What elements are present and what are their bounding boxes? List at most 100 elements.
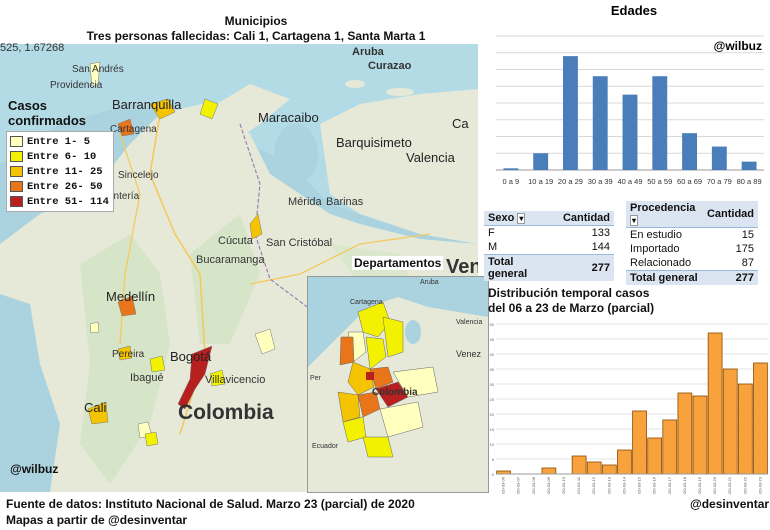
inset-map-canvas	[308, 277, 488, 492]
temporal-tick-label: 2020-03-09	[546, 476, 551, 494]
table-cell: 87	[741, 257, 754, 269]
inset-map[interactable]: Aruba Cartagena Valencia Venez Colombia …	[307, 276, 489, 493]
table-cell: 175	[735, 243, 754, 255]
inset-title: Departamentos	[352, 256, 444, 270]
legend-label: Entre 6- 10	[27, 150, 97, 163]
edades-tick-label: 50 a 59	[647, 177, 672, 186]
edades-tick-label: 70 a 79	[707, 177, 732, 186]
map-label-caracas-partial: Ca	[452, 116, 469, 131]
edades-bar	[741, 161, 757, 170]
legend-label: Entre 51- 114	[27, 195, 109, 208]
procedencia-header-label[interactable]: Procedencia ▾	[626, 201, 703, 228]
edades-bar	[563, 56, 578, 170]
edades-tick-label: 30 a 39	[588, 177, 613, 186]
sexo-table-header: Sexo ▾ Cantidad	[484, 211, 614, 226]
temporal-y-tick-label: 15	[490, 427, 495, 432]
temporal-bar	[662, 419, 678, 475]
edades-chart: Edades @wilbuz 0 a 9 10 a 19 20 a 29 30 a 39 4…	[496, 3, 764, 186]
map-label-sincelejo: Sincelejo	[118, 170, 159, 181]
temporal-tick-label: 2020-03-12	[591, 476, 596, 494]
map-credit-wilbuz: @wilbuz	[10, 462, 59, 476]
map-label-villavicencio: Villavicencio	[205, 374, 266, 386]
legend-title-line2: confirmados	[8, 113, 87, 128]
temporal-bar	[632, 410, 647, 475]
map-label-ibague: Ibagué	[130, 372, 164, 384]
edades-tick-label: 20 a 29	[558, 177, 583, 186]
legend-item: Entre 26- 50	[10, 179, 110, 194]
table-row: Relacionado 87	[626, 256, 758, 271]
temporal-bar	[677, 392, 693, 475]
map-label-barranquilla: Barranquilla	[112, 97, 182, 112]
edades-bar	[711, 146, 727, 170]
map-label-maracaibo: Maracaibo	[258, 110, 319, 125]
temporal-y-tick-label: 20	[490, 412, 495, 417]
temporal-tick-label: 2020-03-21	[727, 476, 732, 494]
temporal-tick-label: 2020-03-06	[501, 476, 506, 494]
map-label-aruba: Aruba	[352, 46, 384, 58]
filter-dropdown-icon[interactable]: ▾	[630, 215, 639, 226]
table-row: M 144	[484, 240, 614, 255]
legend-label: Entre 1- 5	[27, 135, 91, 148]
temporal-tick-label: 2020-03-16	[652, 476, 657, 494]
map-label-curazao: Curazao	[368, 60, 412, 72]
map-label-san-andres: San Andrés	[72, 64, 124, 75]
legend-item: Entre 6- 10	[10, 149, 110, 164]
map-label-pereira: Pereira	[112, 349, 145, 360]
maps-credit: Mapas a partir de @desinventar	[6, 513, 188, 527]
table-cell: En estudio	[630, 229, 682, 241]
inset-label-venezuela: Venez	[456, 349, 482, 359]
table-row: F 133	[484, 226, 614, 241]
inset-label-cartagena: Cartagena	[350, 299, 383, 306]
procedencia-table-header: Procedencia ▾ Cantidad	[626, 201, 758, 228]
legend-swatch	[10, 151, 23, 162]
map-label-san-cristobal: San Cristóbal	[266, 237, 333, 249]
edades-tick-label: 10 a 19	[528, 177, 553, 186]
desinventar-credit: @desinventar	[690, 497, 770, 511]
legend-swatch	[10, 196, 23, 207]
temporal-tick-label: 2020-03-20	[712, 476, 717, 494]
edades-tick-label: 0 a 9	[503, 177, 520, 186]
edades-bar	[592, 76, 608, 170]
map-label-cucuta: Cúcuta	[218, 235, 253, 247]
temporal-y-tick-label: 40	[490, 352, 495, 357]
procedencia-table: Procedencia ▾ Cantidad En estudio 15 Impo…	[626, 201, 758, 285]
temporal-tick-label: 2020-03-14	[621, 476, 626, 494]
temporal-tick-label: 2020-03-08	[531, 476, 536, 494]
table-cell: 144	[591, 241, 610, 253]
temporal-y-tick-label: 35	[490, 367, 495, 372]
table-cell: Importado	[630, 243, 680, 255]
temporal-y-tick-label: 5	[492, 457, 495, 462]
map-label-barinas: Barinas	[326, 196, 364, 208]
temporal-title-line2: del 06 a 23 de Marzo (parcial)	[488, 301, 655, 315]
edades-chart-panel: Edades @wilbuz 0 a 9 10 a 19 20 a 29 30 a 39 4…	[484, 0, 770, 198]
inset-label-peru: Per	[310, 375, 321, 382]
table-row: Importado 175	[626, 242, 758, 256]
inset-label-valencia: Valencia	[456, 319, 483, 326]
table-cell: 133	[591, 227, 610, 239]
temporal-bar	[617, 449, 632, 475]
temporal-title-line1: Distribución temporal casos	[488, 286, 650, 300]
edades-bar	[652, 76, 668, 170]
temporal-tick-label: 2020-03-13	[606, 476, 611, 494]
inset-label-ecuador: Ecuador	[312, 443, 339, 450]
filter-dropdown-icon[interactable]: ▾	[517, 213, 526, 224]
map-label-bucaramanga: Bucaramanga	[196, 254, 265, 266]
table-cell: F	[488, 227, 495, 239]
temporal-bar	[647, 437, 663, 475]
temporal-bar	[601, 464, 617, 475]
temporal-bar	[722, 368, 738, 475]
edades-tick-label: 80 a 89	[737, 177, 762, 186]
temporal-tick-label: 2020-03-22	[742, 476, 747, 494]
table-cell: Relacionado	[630, 257, 692, 269]
legend-label: Entre 11- 25	[27, 165, 103, 178]
source-note: Fuente de datos: Instituto Nacional de S…	[6, 497, 415, 511]
sexo-header-label[interactable]: Sexo ▾	[484, 211, 559, 226]
temporal-tick-label: 2020-03-07	[516, 476, 521, 494]
edades-bar	[622, 94, 638, 170]
temporal-bar	[692, 395, 708, 475]
map-label-cartagena: Cartagena	[110, 124, 157, 135]
temporal-y-tick-label: 45	[490, 337, 495, 342]
temporal-chart: 0 5 10 15 20 25 30 35 40 45 50 2020-03-06 2020-03-07…	[490, 322, 768, 497]
legend-label: Entre 26- 50	[27, 180, 103, 193]
temporal-chart-panel: 0 5 10 15 20 25 30 35 40 45 50 2020-03-06 2020-03-07…	[484, 318, 770, 497]
